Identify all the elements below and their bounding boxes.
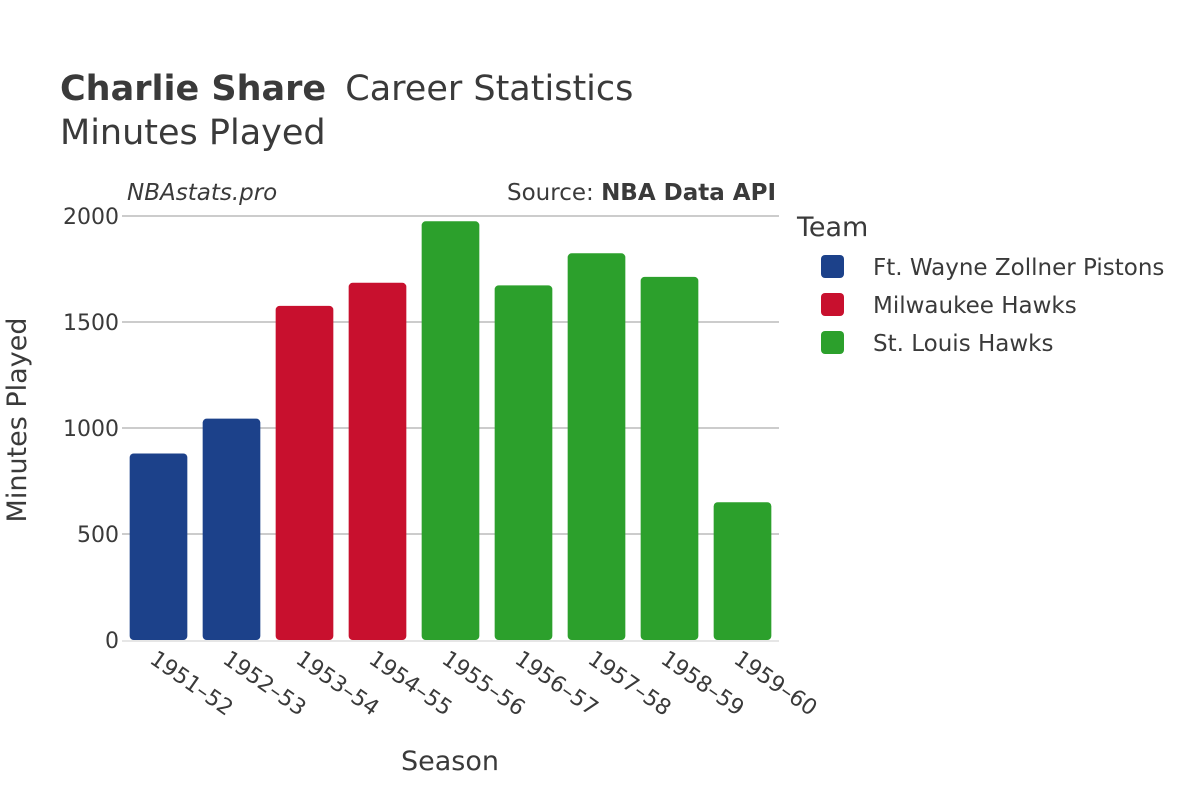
y-tick-label: 1500 [63, 311, 119, 336]
x-tick-label: 1959–60 [729, 646, 821, 721]
legend-label: St. Louis Hawks [873, 331, 1054, 357]
chart-title-player: Charlie Share [60, 69, 326, 109]
source-prefix: Source: [507, 180, 601, 206]
y-axis-title: Minutes Played [2, 318, 33, 523]
source-text: Source: NBA Data API [507, 180, 776, 206]
chart-subtitle: Minutes Played [60, 113, 326, 153]
legend-swatch [821, 331, 844, 354]
bar-1951–52 [129, 453, 188, 640]
bar-1953–54 [275, 305, 334, 640]
y-tick-label: 1000 [63, 417, 119, 442]
legend-label: Ft. Wayne Zollner Pistons [873, 255, 1164, 281]
source-name: NBA Data API [601, 180, 776, 206]
bar-1955–56 [421, 221, 480, 641]
watermark: NBAstats.pro [127, 180, 277, 206]
bars [129, 221, 772, 641]
bar-1958–59 [640, 276, 699, 640]
legend-label: Milwaukee Hawks [873, 293, 1077, 319]
legend-swatch [821, 293, 844, 316]
x-axis-title: Season [401, 746, 499, 777]
bar-1954–55 [348, 282, 407, 640]
y-axis-ticks: 0 500 1000 1500 2000 [63, 205, 119, 654]
bar-1959–60 [713, 502, 772, 640]
bar-1956–57 [494, 285, 553, 640]
y-tick-label: 0 [105, 629, 119, 654]
legend-title: Team [796, 212, 868, 243]
legend: Ft. Wayne Zollner Pistons Milwaukee Hawks… [821, 255, 1164, 357]
y-tick-label: 2000 [63, 205, 119, 230]
chart-title-suffix: Career Statistics [345, 69, 633, 109]
x-axis-ticks: 1951–521952–531953–541954–551955–561956–… [145, 646, 821, 721]
y-tick-label: 500 [77, 523, 119, 548]
bar-1952–53 [202, 418, 261, 640]
legend-swatch [821, 255, 844, 278]
chart-title: Charlie Share Career Statistics [60, 69, 633, 109]
bar-1957–58 [567, 253, 626, 640]
